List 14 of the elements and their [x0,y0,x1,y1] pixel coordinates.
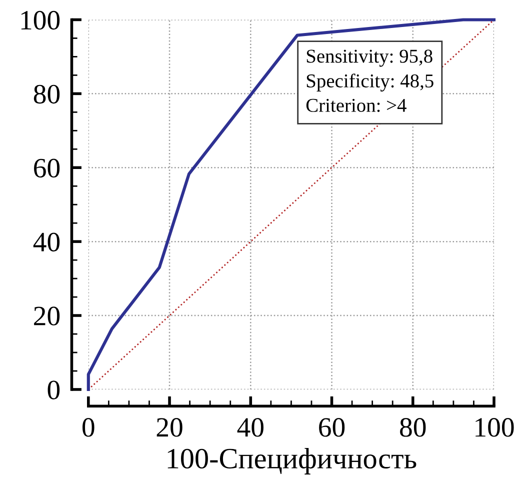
x-tick-label: 60 [319,418,345,437]
y-tick-label: 40 [33,232,60,252]
y-tick-label: 60 [34,158,60,178]
x-axis-title: 100-Специфичность [168,448,416,474]
x-tick-label: 20 [156,418,182,437]
x-tick-label: 40 [237,418,264,437]
x-tick-label: 0 [82,418,94,437]
annotation: Sensitivity: 95,8 Specificity: 48,5 Criterion: >4 [306,50,434,112]
x-tick-label: 80 [400,418,426,437]
y-tick-label: 20 [34,306,60,326]
y-tick-label: 0 [48,380,60,400]
x-tick-label: 100 [476,418,514,437]
y-tick-label: 80 [34,84,60,104]
y-tick-label: 100 [21,10,60,30]
